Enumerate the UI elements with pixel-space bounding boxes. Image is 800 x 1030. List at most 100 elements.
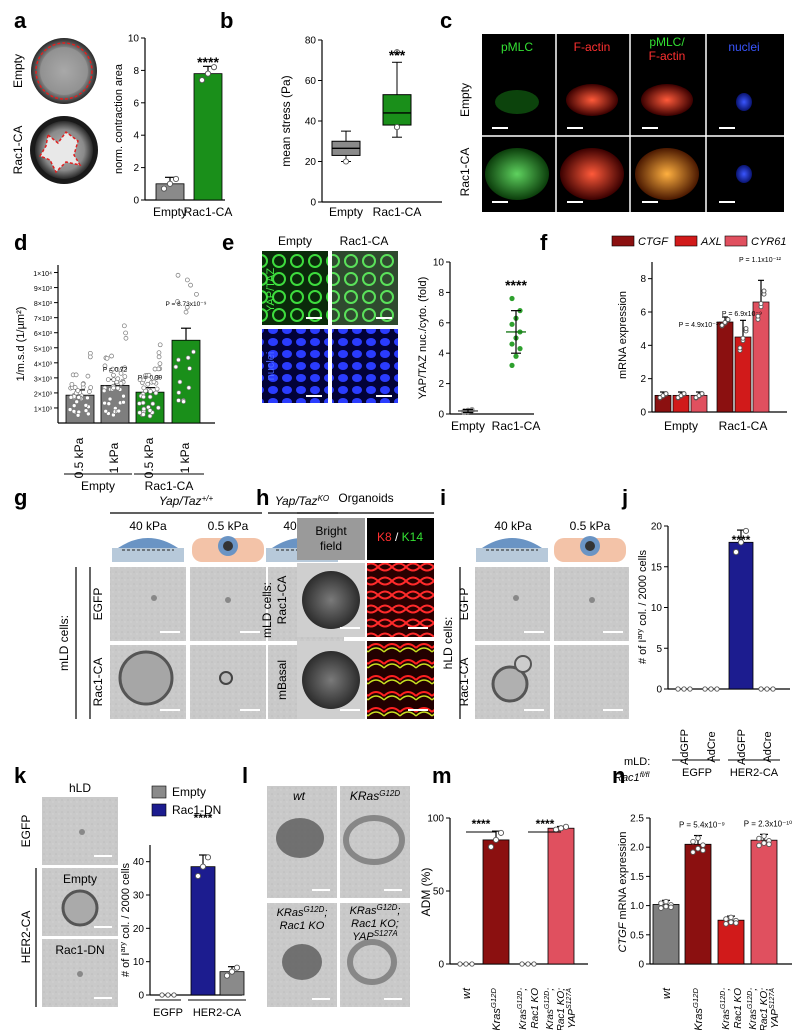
data-point xyxy=(497,829,505,836)
data-point xyxy=(687,686,693,692)
y-axis-label: mean stress (Pa) xyxy=(279,75,293,166)
legend-label: CYR61 xyxy=(751,236,786,248)
bf-egfp-05 xyxy=(190,567,266,641)
data-point xyxy=(740,335,746,341)
x-tick-label: KrasG12D; xyxy=(517,988,529,1030)
cell-factin-empty xyxy=(566,84,618,116)
text-part: G12D xyxy=(489,988,498,1009)
title: Organoids xyxy=(338,491,393,505)
x-tick-label: KrasG12D xyxy=(691,988,705,1030)
data-point xyxy=(107,396,113,402)
panel-l: wt KRasG12D KRasG12D; Rac1 KO KRasG12D; … xyxy=(267,786,410,1007)
data-point xyxy=(210,64,218,71)
data-point xyxy=(150,401,156,407)
data-point xyxy=(145,381,151,387)
data-point xyxy=(165,992,171,998)
pvalue-label: P = 4.9x10⁻¹⁰ xyxy=(679,321,722,329)
label-yap-c: YAPS127A xyxy=(352,929,397,943)
y-tick-label: 60 xyxy=(305,76,317,87)
data-point xyxy=(708,686,714,692)
y-tick-label: 8 xyxy=(133,66,139,77)
row-label-empty: Empty xyxy=(458,83,472,117)
stain-rac1ca xyxy=(367,563,434,637)
pvalue-label: P = 5.4x10⁻⁹ xyxy=(679,821,725,830)
data-point xyxy=(187,366,192,371)
row-label-rac1ca: Rac1-CA xyxy=(457,658,471,707)
col-label-stain: K8 / K14 xyxy=(377,530,423,544)
label-yap-a: KRasG12D; xyxy=(350,903,401,917)
significance-label: *** xyxy=(389,47,406,63)
data-point xyxy=(171,992,177,998)
data-point xyxy=(123,330,128,336)
data-point xyxy=(690,838,696,845)
data-point xyxy=(756,835,762,842)
data-point xyxy=(176,398,181,403)
data-point xyxy=(183,309,189,315)
cell-pmlc-rac1ca xyxy=(485,148,549,200)
data-point xyxy=(714,686,720,692)
y-tick-label: 0 xyxy=(438,410,444,421)
data-point xyxy=(115,376,121,382)
data-point xyxy=(85,395,90,401)
y-tick-label: 2 xyxy=(133,163,139,174)
img-kras xyxy=(340,786,410,898)
data-point xyxy=(681,686,687,692)
chart-f: 0 2 4 6 8 P = 4.9x10⁻¹⁰P = 6.9x10⁻⁹ P = 1.1x10… xyxy=(611,235,787,433)
col-label-merge-a: pMLC/ xyxy=(649,35,685,49)
text-part: ; xyxy=(748,988,759,991)
data-point xyxy=(118,380,124,386)
y-tick-label: 5 xyxy=(656,644,662,655)
cell-merge-rac1ca xyxy=(635,148,699,200)
data-point xyxy=(137,401,142,406)
chart-k: 0 10 20 30 40 **** # of Iary col. / 2000 cells… xyxy=(118,785,246,1019)
data-point xyxy=(733,920,739,926)
y-tick-label: 10 xyxy=(433,258,445,269)
x-tick-label: 0.5 kPa xyxy=(142,437,156,478)
data-point xyxy=(71,409,77,414)
col-label-nuclei: nuclei xyxy=(728,40,759,54)
y-tick-label: 4 xyxy=(640,341,646,352)
pvalue-label: P = 2.3x10⁻¹⁰ xyxy=(744,819,792,828)
row-label-rac1ca: Rac1-CA xyxy=(275,576,289,625)
data-point xyxy=(111,385,116,391)
x-tick-label: Rac1-CA xyxy=(373,205,422,219)
stain-mbasal xyxy=(367,641,434,719)
y-tick-label: 100 xyxy=(427,814,444,825)
data-point xyxy=(755,313,761,319)
group-sublabel: Rac1fl/fl xyxy=(614,770,650,784)
bar-2 xyxy=(219,971,245,996)
data-point xyxy=(88,385,94,390)
data-point xyxy=(728,914,734,921)
data-point xyxy=(761,288,767,294)
side-label: hLD cells: xyxy=(441,617,455,670)
organoid-rac1ca-40 xyxy=(118,650,174,706)
title: hLD xyxy=(69,781,91,795)
data-point xyxy=(699,391,705,397)
x-tick-label: KrasG12D xyxy=(489,988,503,1030)
data-point xyxy=(85,411,91,417)
pvalue-label: P = 0.72 xyxy=(103,366,128,373)
data-point xyxy=(74,399,80,405)
data-point xyxy=(198,77,206,84)
dish-image-rac1ca xyxy=(30,116,98,184)
stiffness-40kpa: 40 kPa xyxy=(129,519,167,533)
y-tick-label: 0 xyxy=(310,198,316,209)
text-part: ; xyxy=(518,988,529,991)
data-point xyxy=(148,389,153,394)
data-point xyxy=(204,854,212,861)
data-point xyxy=(87,354,93,360)
group-label: HER2-CA xyxy=(730,767,779,779)
y-tick-label: 20 xyxy=(305,157,317,168)
data-point xyxy=(562,823,570,830)
data-point xyxy=(166,180,174,187)
data-point xyxy=(743,326,749,331)
data-point xyxy=(75,388,81,393)
data-point xyxy=(188,282,193,288)
group-label: Empty xyxy=(664,419,698,433)
x-tick-label: KrasG12D; xyxy=(544,988,556,1030)
data-point xyxy=(121,393,126,399)
y-tick-label: 2.5 xyxy=(630,814,644,825)
y-tick-label: 50 xyxy=(433,887,445,898)
y-axis-label: # of Iary col. / 2000 cells xyxy=(118,862,132,977)
x-tick-label: Rac1 KO; xyxy=(759,988,770,1030)
